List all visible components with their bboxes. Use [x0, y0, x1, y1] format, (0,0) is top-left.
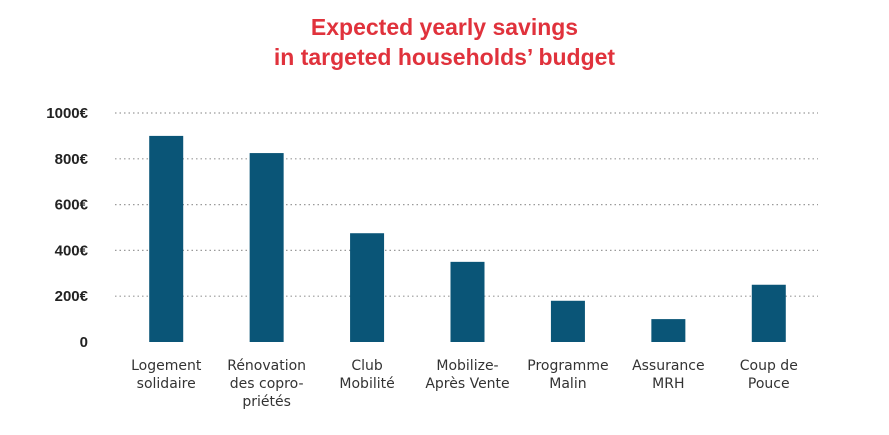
bar	[651, 319, 686, 342]
bar	[249, 153, 284, 342]
y-tick-label: 800€	[55, 151, 89, 168]
chart-title: Expected yearly savings in targeted hous…	[0, 12, 889, 72]
y-tick-label: 400€	[55, 242, 89, 259]
x-tick-label: Coup de Pouce	[740, 358, 798, 392]
chart-title-line-2: in targeted households’ budget	[273, 44, 616, 70]
x-tick-label: Assurance MRH	[632, 358, 705, 392]
bar	[751, 284, 786, 342]
x-tick-label: Mobilize-Après Vente	[425, 358, 509, 392]
y-tick-label: 600€	[55, 197, 89, 214]
bar	[450, 261, 485, 342]
bar	[350, 233, 385, 342]
x-tick-label: Programme Malin	[527, 358, 608, 392]
x-tick-label: Rénovation des copro-priétés	[227, 358, 306, 410]
chart-title-line-1: Expected yearly savings	[310, 14, 579, 40]
x-tick-label: Logement solidaire	[131, 358, 202, 392]
y-tick-label: 1000€	[46, 105, 88, 122]
y-tick-label: 200€	[55, 288, 89, 305]
bar	[550, 300, 585, 342]
y-tick-label: 0	[80, 334, 88, 351]
bar	[149, 135, 184, 342]
x-tick-label: Club Mobilité	[339, 358, 394, 392]
